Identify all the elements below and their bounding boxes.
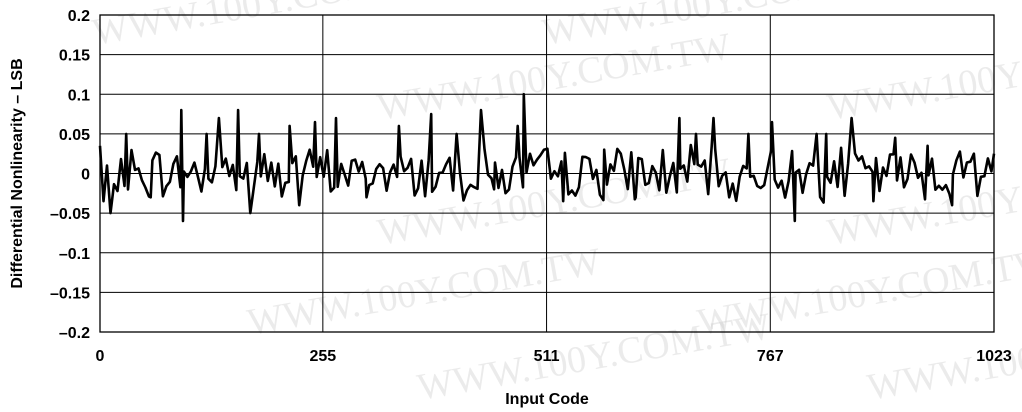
y-tick-label: 0.1	[68, 87, 90, 104]
y-tick-label: 0	[81, 167, 90, 184]
plot-frame	[99, 14, 995, 333]
y-tick-label: –0.1	[59, 246, 90, 263]
y-tick-label: 0.15	[59, 48, 90, 65]
x-tick-label: 511	[534, 348, 560, 365]
x-tick-label: 767	[757, 348, 784, 365]
x-tick-label: 255	[309, 348, 336, 365]
y-tick-label: 0.05	[59, 127, 90, 144]
x-tick-label: 1023	[976, 348, 1012, 365]
x-tick-label: 0	[96, 348, 105, 365]
dnl-series-line	[98, 92, 996, 223]
y-tick-labels: 0.2 0.15 0.1 0.05 0 –0.05 –0.1 –0.15 –0.2	[50, 8, 90, 342]
x-axis-label: Input Code	[505, 391, 589, 408]
watermark-text: WWW.100Y.COM.TW	[414, 305, 774, 409]
y-tick-label: –0.15	[50, 285, 90, 302]
y-tick-label: –0.05	[50, 206, 90, 223]
watermark-text: WWW.100Y.COM.TW	[824, 25, 1022, 129]
x-tick-labels: 0 255 511 767 1023	[96, 348, 1012, 365]
watermark-text: WWW.100Y.COM.TW	[89, 0, 449, 54]
y-tick-label: –0.2	[59, 325, 90, 342]
y-axis-label: Differential Nonlinearity – LSB	[9, 58, 26, 288]
y-tick-label: 0.2	[68, 8, 90, 25]
